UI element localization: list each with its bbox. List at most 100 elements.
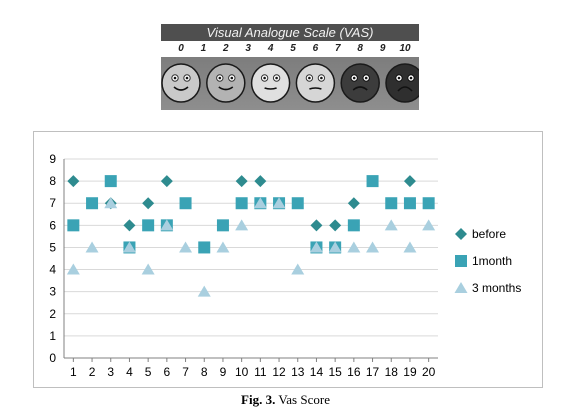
legend-label-before: before xyxy=(472,227,506,241)
data-point-before xyxy=(123,219,136,232)
data-point-before xyxy=(67,175,80,188)
x-tick-label: 10 xyxy=(235,365,249,379)
face-severe-pain-icon xyxy=(295,63,336,103)
y-tick-label: 6 xyxy=(49,218,56,232)
y-tick-label: 2 xyxy=(49,307,56,321)
data-point-3-months xyxy=(403,241,417,253)
vas-number: 10 xyxy=(399,43,411,54)
y-tick-label: 4 xyxy=(49,263,56,277)
data-point-1month xyxy=(403,197,416,210)
data-point-1month xyxy=(235,197,248,210)
data-point-3-months xyxy=(197,285,211,297)
data-point-1month xyxy=(422,197,435,210)
x-tick-label: 5 xyxy=(145,365,152,379)
face-mild-pain-icon xyxy=(206,63,246,103)
data-point-1month xyxy=(291,197,304,210)
data-point-3-months xyxy=(235,219,249,231)
figure-label: Fig. 3. xyxy=(241,392,276,407)
data-point-before xyxy=(254,175,267,188)
x-tick-label: 1 xyxy=(70,365,77,379)
vas-number: 1 xyxy=(200,43,207,54)
x-tick-label: 9 xyxy=(220,365,227,379)
legend-label-1month: 1month xyxy=(472,254,512,268)
legend-marker-3-months xyxy=(454,282,468,293)
data-point-3-months xyxy=(160,219,174,231)
data-point-3-months xyxy=(253,197,267,209)
vas-faces xyxy=(161,63,419,103)
x-tick-label: 16 xyxy=(347,365,361,379)
y-tick-label: 7 xyxy=(49,196,56,210)
x-tick-label: 15 xyxy=(328,365,342,379)
y-tick-label: 5 xyxy=(49,240,56,254)
face-moderate-pain-icon xyxy=(250,63,291,103)
data-point-3-months xyxy=(328,241,342,253)
vas-number: 4 xyxy=(267,43,274,54)
data-point-1month xyxy=(366,175,379,188)
data-point-before xyxy=(310,219,323,232)
x-tick-label: 4 xyxy=(126,365,133,379)
data-point-3-months xyxy=(384,219,398,231)
vas-number: 5 xyxy=(290,43,296,54)
x-tick-label: 3 xyxy=(107,365,114,379)
data-point-3-months xyxy=(422,219,436,231)
x-tick-label: 13 xyxy=(291,365,305,379)
vas-number: 0 xyxy=(178,43,184,54)
vas-scale-image: Visual Analogue Scale (VAS) 0 1 2 3 4 5 6 7 8 9 10 xyxy=(161,24,419,110)
legend-marker-1month xyxy=(455,255,467,267)
figure-caption-text: Vas Score xyxy=(275,392,330,407)
data-point-3-months xyxy=(104,197,118,209)
data-point-3-months xyxy=(291,263,305,275)
data-point-3-months xyxy=(366,241,380,253)
data-point-before xyxy=(160,175,173,188)
data-point-1month xyxy=(385,197,398,210)
data-point-1month xyxy=(104,175,117,188)
x-tick-label: 20 xyxy=(422,365,436,379)
x-tick-label: 2 xyxy=(89,365,96,379)
x-tick-label: 19 xyxy=(403,365,417,379)
data-point-3-months xyxy=(347,241,361,253)
x-tick-label: 17 xyxy=(366,365,380,379)
y-tick-label: 3 xyxy=(49,285,56,299)
vas-title: Visual Analogue Scale (VAS) xyxy=(161,24,419,41)
vas-number: 3 xyxy=(245,43,251,54)
data-point-before xyxy=(329,219,342,232)
data-point-before xyxy=(235,175,248,188)
x-tick-label: 12 xyxy=(272,365,286,379)
x-tick-label: 11 xyxy=(254,365,267,379)
x-tick-label: 14 xyxy=(310,365,324,379)
vas-number: 2 xyxy=(223,43,229,54)
y-tick-label: 1 xyxy=(49,329,56,343)
vas-number: 6 xyxy=(312,43,319,54)
data-point-1month xyxy=(67,219,80,232)
data-point-3-months xyxy=(309,241,323,253)
data-point-3-months xyxy=(272,197,286,209)
vas-number-row: 0 1 2 3 4 5 6 7 8 9 10 xyxy=(161,41,419,57)
data-point-3-months xyxy=(122,241,136,253)
data-point-1month xyxy=(216,219,229,232)
data-point-3-months xyxy=(85,241,99,253)
vas-number: 7 xyxy=(335,43,341,54)
y-tick-label: 9 xyxy=(49,152,56,166)
chart-area: 0 1 2 3 4 5 6 7 8 9 1 2 3 4 5 6 7 8 9 10 11 12 13 14 15 16 17 18 19 2… xyxy=(33,131,543,388)
face-very-severe-pain-icon xyxy=(340,63,380,103)
data-point-1month xyxy=(179,197,192,210)
data-point-3-months xyxy=(141,263,155,275)
x-tick-label: 7 xyxy=(182,365,189,379)
data-point-1month xyxy=(142,219,155,232)
vas-faces-strip xyxy=(161,57,419,110)
data-point-3-months xyxy=(179,241,193,253)
legend-marker-before xyxy=(455,228,467,240)
data-point-1month xyxy=(347,219,360,232)
data-point-3-months xyxy=(216,241,230,253)
data-point-3-months xyxy=(66,263,80,275)
face-no-pain-icon xyxy=(161,63,201,103)
y-tick-label: 8 xyxy=(49,174,56,188)
y-tick-label: 0 xyxy=(49,351,56,365)
legend-label-3-months: 3 months xyxy=(472,281,521,295)
vas-number: 9 xyxy=(379,43,386,54)
data-point-before xyxy=(403,175,416,188)
data-point-1month xyxy=(198,241,211,254)
data-point-1month xyxy=(86,197,99,210)
face-worst-pain-icon xyxy=(385,63,419,103)
